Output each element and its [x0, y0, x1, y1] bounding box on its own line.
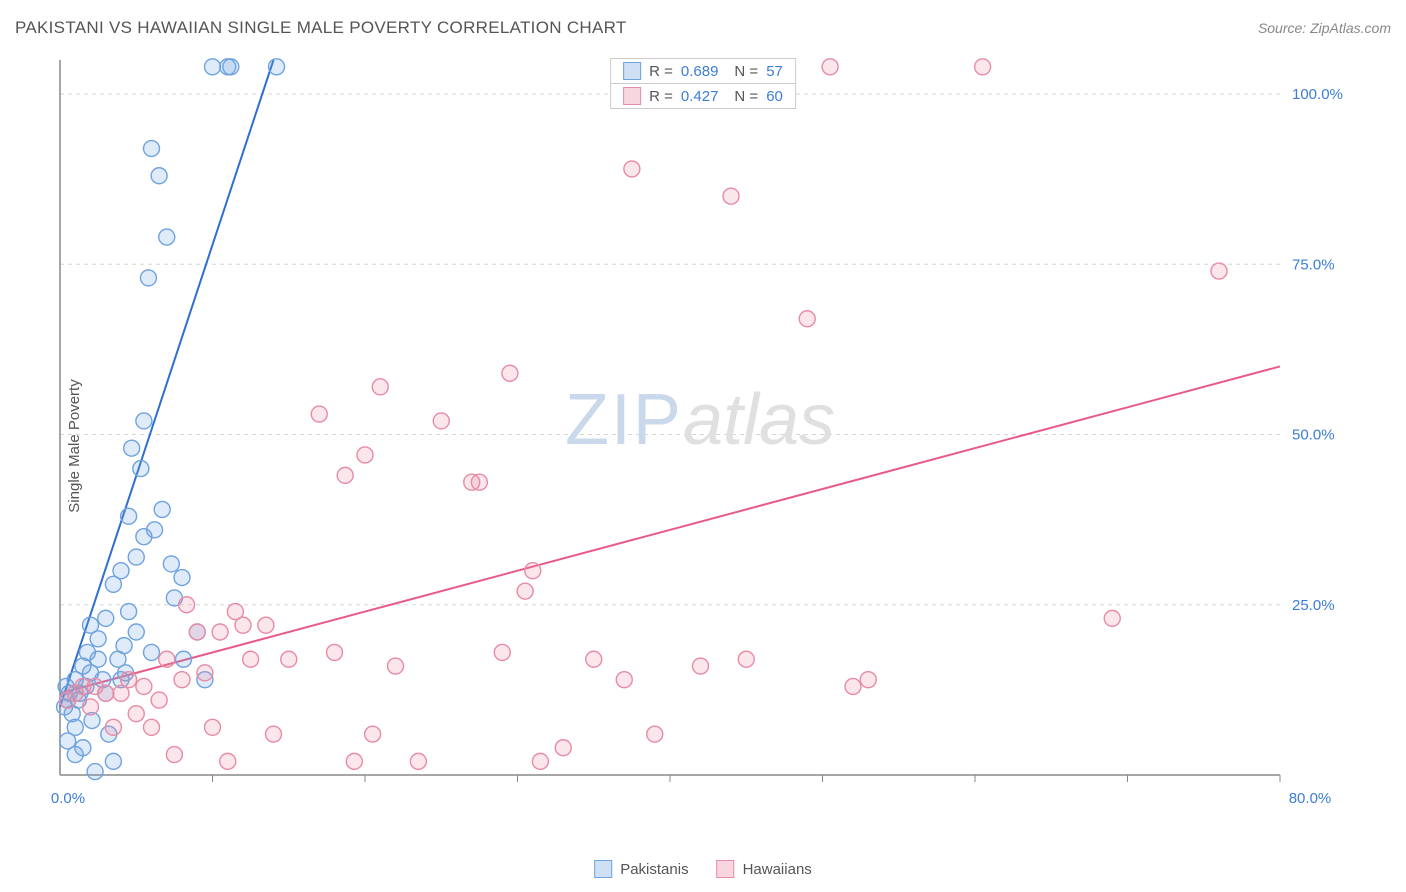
series-legend-item: Pakistanis — [594, 860, 688, 878]
n-label: N = — [734, 63, 758, 80]
r-label: R = — [649, 88, 673, 105]
series-legend: Pakistanis Hawaiians — [594, 860, 812, 878]
legend-swatch-icon — [594, 860, 612, 878]
series-legend-item: Hawaiians — [717, 860, 812, 878]
svg-text:50.0%: 50.0% — [1292, 427, 1335, 444]
correlation-legend-row: R = 0.427 N = 60 — [611, 84, 795, 108]
source-attribution: Source: ZipAtlas.com — [1258, 20, 1391, 36]
series-legend-label: Hawaiians — [743, 861, 812, 878]
n-label: N = — [734, 88, 758, 105]
svg-text:80.0%: 80.0% — [1289, 790, 1332, 807]
chart-title: PAKISTANI VS HAWAIIAN SINGLE MALE POVERT… — [15, 18, 627, 38]
n-value: 57 — [766, 63, 783, 80]
correlation-legend-row: R = 0.689 N = 57 — [611, 59, 795, 84]
title-bar: PAKISTANI VS HAWAIIAN SINGLE MALE POVERT… — [15, 18, 1391, 38]
svg-text:75.0%: 75.0% — [1292, 256, 1335, 273]
legend-swatch-icon — [623, 62, 641, 80]
correlation-legend: R = 0.689 N = 57 R = 0.427 N = 60 — [610, 58, 796, 109]
chart-container: PAKISTANI VS HAWAIIAN SINGLE MALE POVERT… — [0, 0, 1406, 892]
svg-text:25.0%: 25.0% — [1292, 597, 1335, 614]
n-value: 60 — [766, 88, 783, 105]
plot-area: ZIPatlas 25.0%50.0%75.0%100.0%80.0%0.0% — [50, 55, 1350, 815]
series-legend-label: Pakistanis — [620, 861, 688, 878]
svg-text:100.0%: 100.0% — [1292, 86, 1343, 103]
r-label: R = — [649, 63, 673, 80]
r-value: 0.689 — [681, 63, 719, 80]
legend-swatch-icon — [623, 87, 641, 105]
chart-svg: 25.0% 50.0% 75.0% 100.0% 80.0% 0.0% — [50, 55, 1350, 815]
r-value: 0.427 — [681, 88, 719, 105]
svg-text:0.0%: 0.0% — [51, 790, 85, 807]
legend-swatch-icon — [717, 860, 735, 878]
